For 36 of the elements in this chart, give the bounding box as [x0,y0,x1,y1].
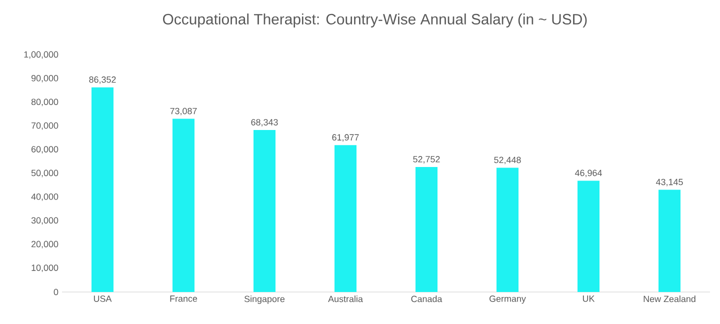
y-tick-label: 80,000 [31,98,58,106]
bar [416,166,438,292]
bar [578,180,600,292]
y-tick-label: 70,000 [32,122,58,130]
x-tick-label: UK [582,296,595,302]
y-tick-label: 10,000 [32,264,58,272]
data-label: 52,448 [494,156,521,164]
data-label: 61,977 [332,134,359,142]
data-label: 86,352 [89,76,116,84]
data-label: 73,087 [170,108,197,116]
data-label: 43,145 [656,178,683,186]
x-tick-label: New Zealand [644,296,696,302]
x-tick-label: Canada [411,296,442,302]
y-tick-label: 20,000 [32,240,58,248]
bar [172,118,195,292]
y-tick-label: 30,000 [31,217,58,225]
bar [496,168,519,292]
x-tick-label: USA [94,296,112,302]
x-tick-label: Germany [490,296,526,304]
y-tick-label: 90,000 [31,74,58,82]
data-label: 68,343 [251,119,278,126]
x-tick-label: France [170,296,198,302]
bar [334,145,357,292]
x-tick-label: Australia [328,296,363,302]
y-tick-label: 40,000 [31,193,58,201]
y-tick-label: 1,00,000 [24,51,58,59]
data-label: 46,964 [574,170,602,178]
x-tick-label: Singapore [244,296,285,304]
y-tick-label: 60,000 [32,146,58,154]
data-label: 52,752 [413,156,440,164]
chart-title: Occupational Therapist: Country-Wise Annual Salary (in ~ USD) [163,14,587,28]
bar [92,87,114,292]
bar [658,190,681,292]
bar [254,130,276,292]
y-tick-label: 0 [54,288,58,296]
y-tick-label: 50,000 [31,170,58,178]
